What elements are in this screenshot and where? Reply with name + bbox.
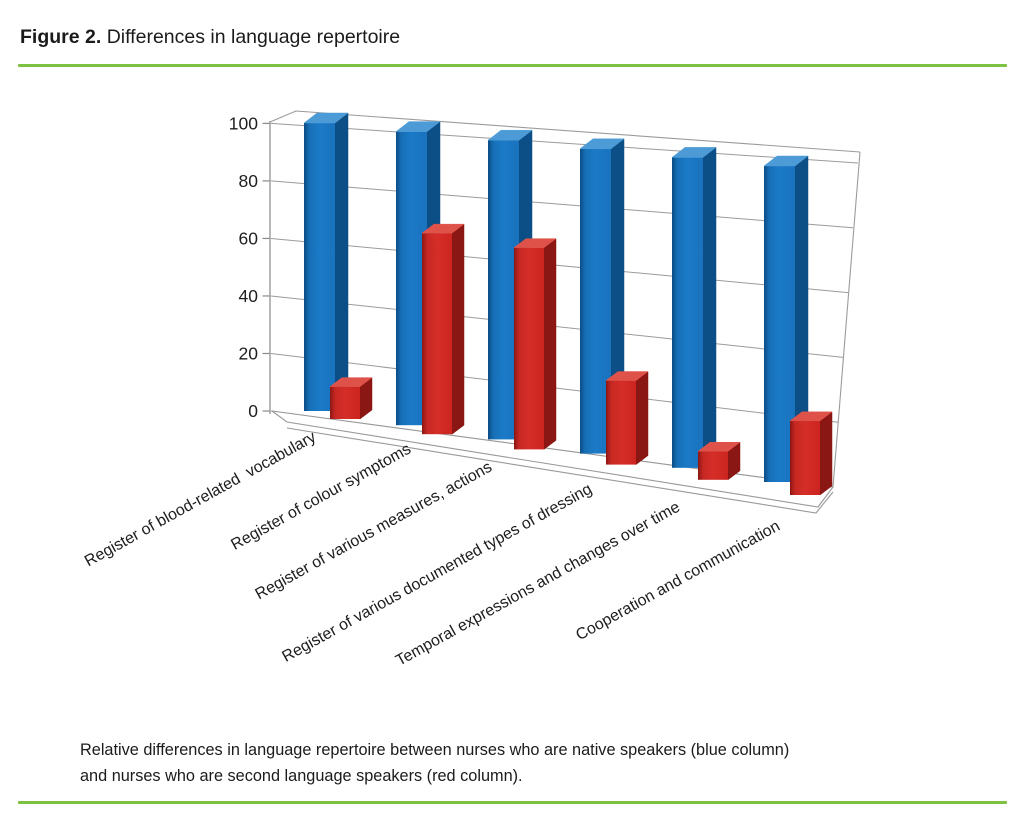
bar-front-face [764,166,795,482]
bar-front-face [488,140,519,440]
bar-top-face [513,238,557,248]
page-title: Figure 2. Differences in language repert… [20,26,400,49]
y-axis-label-20: 20 [239,343,259,363]
bar-front-face [396,131,427,426]
figure-title-text: Differences in language repertoire [106,26,401,48]
bar-top-face [487,129,533,141]
bars [303,112,833,496]
bar-front-face [698,451,728,480]
bar-front-face [606,380,636,465]
category-label-1: Register of colour symptoms [228,441,414,554]
bar-top-face [579,138,625,150]
bar-top-face [421,223,465,234]
bar-top-face [329,377,373,387]
gridline-60 [270,237,849,294]
bar-top-face [789,411,833,422]
category-label-0: Register of blood-related vocabulary [82,429,319,571]
bar-side-face [451,223,465,435]
bar-top-face [395,121,441,132]
bar-top-face [697,442,741,452]
floor-top [271,410,835,508]
bar-side-face [635,371,649,466]
floor-slab-edge [286,427,834,514]
figure-label: Figure 2. [20,26,102,48]
y-axis: 0 20 40 60 80 100 [229,113,271,421]
bar-front-face [790,420,820,495]
bar-top-face [763,155,809,167]
y-axis-label-40: 40 [239,286,259,306]
gridline-40 [270,295,844,358]
bar-second-language-4 [697,441,741,481]
caption-line-2: and nurses who are second language speak… [80,767,523,785]
bar-side-face [543,238,557,450]
bar-native-4 [671,146,717,469]
chart-floor [271,410,835,514]
gridline-80 [270,180,854,229]
bar-front-face [422,233,452,435]
bar-front-face [514,247,544,450]
bar-second-language-0 [329,377,373,420]
bar-front-face [304,123,335,411]
bar-side-face [702,146,717,469]
bottom-divider [18,801,1007,804]
caption-line-1: Relative differences in language reperto… [80,741,790,759]
y-axis-label-0: 0 [248,401,258,421]
gridline-100 [270,122,859,164]
bar-top-face [605,371,649,381]
y-axis-label-60: 60 [239,228,259,248]
bar-side-face [819,411,833,496]
bar-second-language-1 [421,223,465,435]
bar-side-face [334,112,349,412]
bar-native-5 [763,155,809,483]
y-axis-label-100: 100 [229,113,258,133]
bar-second-language-3 [605,371,649,466]
bar-top-face [671,147,717,158]
bar-native-0 [303,112,349,412]
bar-front-face [672,157,703,468]
figure-caption: Relative differences in language reperto… [80,737,789,789]
bar-front-face [580,148,611,454]
bar-top-face [303,112,349,124]
y-axis-label-80: 80 [239,171,259,191]
category-label-2: Register of various measures, actions [253,459,495,604]
wall-right-edge [832,151,861,488]
wall-top-edge [269,110,861,153]
bar-second-language-2 [513,238,557,450]
top-divider [18,64,1007,67]
bar-second-language-5 [789,411,833,496]
bar-front-face [330,386,360,419]
